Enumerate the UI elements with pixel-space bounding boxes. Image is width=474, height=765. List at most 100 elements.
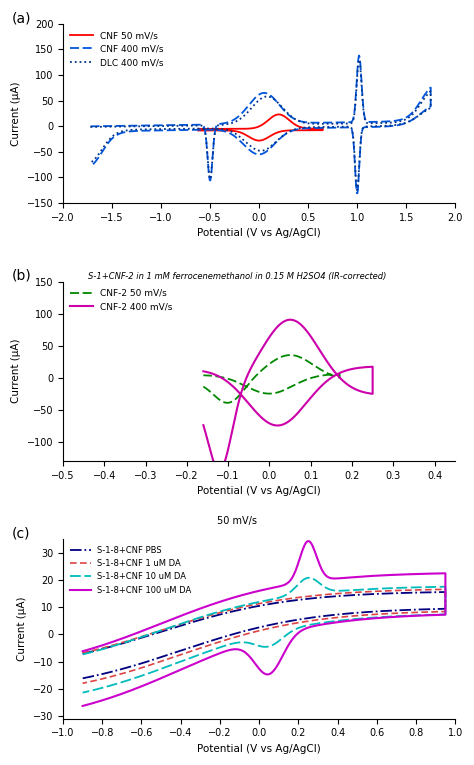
DLC 400 mV/s xyxy=(178,121,183,130)
DLC 400 mV/s xyxy=(202,128,208,137)
S-1-8+CNF 10 uM DA xyxy=(365,614,370,623)
S-1-8+CNF 100 uM DA xyxy=(365,614,370,623)
X-axis label: Potential (V vs Ag/AgCl): Potential (V vs Ag/AgCl) xyxy=(197,228,321,239)
CNF-2 50 mV/s xyxy=(267,389,273,399)
S-1-8+CNF PBS xyxy=(443,588,448,597)
S-1-8+CNF 1 uM DA xyxy=(180,649,185,659)
S-1-8+CNF PBS xyxy=(343,609,348,618)
S-1-8+CNF 1 uM DA xyxy=(80,679,85,688)
DLC 400 mV/s xyxy=(356,55,362,64)
S-1-8+CNF 10 uM DA xyxy=(306,573,312,582)
DLC 400 mV/s xyxy=(396,120,402,129)
Line: CNF-2 400 mV/s: CNF-2 400 mV/s xyxy=(203,320,373,470)
CNF 50 mV/s xyxy=(195,125,201,134)
Line: CNF 50 mV/s: CNF 50 mV/s xyxy=(198,115,323,141)
S-1-8+CNF 100 uM DA xyxy=(124,632,130,641)
Y-axis label: Current (μA): Current (μA) xyxy=(11,339,21,403)
S-1-8+CNF 100 uM DA xyxy=(180,664,185,673)
S-1-8+CNF PBS xyxy=(255,623,260,633)
S-1-8+CNF PBS xyxy=(80,649,85,658)
Legend: CNF-2 50 mV/s, CNF-2 400 mV/s: CNF-2 50 mV/s, CNF-2 400 mV/s xyxy=(67,286,175,314)
S-1-8+CNF 1 uM DA xyxy=(255,627,260,636)
CNF 50 mV/s xyxy=(298,125,303,135)
Text: 50 mV/s: 50 mV/s xyxy=(217,516,257,526)
CNF-2 400 mV/s xyxy=(201,421,206,430)
Legend: CNF 50 mV/s, CNF 400 mV/s, DLC 400 mV/s: CNF 50 mV/s, CNF 400 mV/s, DLC 400 mV/s xyxy=(67,28,166,70)
S-1-8+CNF 100 uM DA xyxy=(80,646,85,656)
CNF 400 mV/s xyxy=(355,189,360,198)
X-axis label: Potential (V vs Ag/AgCl): Potential (V vs Ag/AgCl) xyxy=(197,486,321,496)
CNF-2 50 mV/s xyxy=(201,382,206,391)
CNF-2 400 mV/s xyxy=(201,366,206,376)
CNF-2 400 mV/s xyxy=(247,400,253,409)
CNF-2 50 mV/s xyxy=(249,376,255,385)
S-1-8+CNF 10 uM DA xyxy=(180,656,185,666)
Y-axis label: Current (μA): Current (μA) xyxy=(11,81,21,145)
S-1-8+CNF 10 uM DA xyxy=(383,612,389,621)
CNF 400 mV/s xyxy=(202,127,208,136)
CNF 400 mV/s xyxy=(88,162,93,171)
CNF 400 mV/s xyxy=(88,122,93,131)
S-1-8+CNF 1 uM DA xyxy=(80,649,85,658)
S-1-8+CNF 1 uM DA xyxy=(124,636,130,646)
Legend: S-1-8+CNF PBS, S-1-8+CNF 1 uM DA, S-1-8+CNF 10 uM DA, S-1-8+CNF 100 uM DA: S-1-8+CNF PBS, S-1-8+CNF 1 uM DA, S-1-8+… xyxy=(67,544,194,597)
DLC 400 mV/s xyxy=(410,115,416,124)
Line: CNF 400 mV/s: CNF 400 mV/s xyxy=(91,56,431,194)
DLC 400 mV/s xyxy=(355,185,360,194)
CNF 400 mV/s xyxy=(410,115,416,124)
S-1-8+CNF 1 uM DA xyxy=(383,609,389,618)
CNF-2 50 mV/s xyxy=(271,356,277,366)
CNF 400 mV/s xyxy=(396,120,402,129)
CNF 50 mV/s xyxy=(276,110,282,119)
DLC 400 mV/s xyxy=(88,158,93,168)
CNF 400 mV/s xyxy=(317,118,323,127)
Text: S-1+CNF-2 in 1 mM ferrocenemethanol in 0.15 M H2SO4 (IR-corrected): S-1+CNF-2 in 1 mM ferrocenemethanol in 0… xyxy=(88,272,386,281)
S-1-8+CNF 1 uM DA xyxy=(443,584,448,594)
S-1-8+CNF 1 uM DA xyxy=(365,610,370,620)
S-1-8+CNF 10 uM DA xyxy=(80,649,85,659)
CNF-2 50 mV/s xyxy=(290,381,296,390)
S-1-8+CNF 10 uM DA xyxy=(80,688,85,697)
CNF 50 mV/s xyxy=(309,124,314,133)
S-1-8+CNF PBS xyxy=(180,646,185,655)
S-1-8+CNF PBS xyxy=(124,637,130,646)
CNF-2 50 mV/s xyxy=(288,350,293,360)
Line: S-1-8+CNF 100 uM DA: S-1-8+CNF 100 uM DA xyxy=(82,541,446,706)
S-1-8+CNF 100 uM DA xyxy=(305,536,311,545)
S-1-8+CNF 10 uM DA xyxy=(343,615,348,624)
S-1-8+CNF PBS xyxy=(365,607,370,617)
CNF-2 50 mV/s xyxy=(312,373,318,382)
DLC 400 mV/s xyxy=(383,119,389,128)
Line: CNF-2 50 mV/s: CNF-2 50 mV/s xyxy=(203,355,339,403)
CNF 50 mV/s xyxy=(195,126,201,135)
CNF 400 mV/s xyxy=(356,51,362,60)
CNF-2 400 mV/s xyxy=(323,378,328,387)
CNF 50 mV/s xyxy=(278,127,283,136)
CNF 50 mV/s xyxy=(257,136,263,145)
S-1-8+CNF 100 uM DA xyxy=(255,662,260,671)
Y-axis label: Current (μA): Current (μA) xyxy=(17,597,27,661)
CNF-2 50 mV/s xyxy=(201,371,206,380)
CNF 50 mV/s xyxy=(240,124,246,133)
DLC 400 mV/s xyxy=(317,119,323,129)
Text: (a): (a) xyxy=(12,11,32,25)
Line: S-1-8+CNF PBS: S-1-8+CNF PBS xyxy=(82,592,446,679)
Line: DLC 400 mV/s: DLC 400 mV/s xyxy=(91,60,431,190)
CNF-2 400 mV/s xyxy=(222,457,228,467)
CNF 50 mV/s xyxy=(256,136,262,145)
CNF 400 mV/s xyxy=(383,117,389,126)
CNF-2 50 mV/s xyxy=(325,369,330,378)
Text: (b): (b) xyxy=(12,269,32,283)
CNF-2 50 mV/s xyxy=(225,399,230,408)
S-1-8+CNF 10 uM DA xyxy=(124,637,130,646)
DLC 400 mV/s xyxy=(88,122,93,132)
Line: S-1-8+CNF 10 uM DA: S-1-8+CNF 10 uM DA xyxy=(82,578,446,692)
X-axis label: Potential (V vs Ag/AgCl): Potential (V vs Ag/AgCl) xyxy=(197,744,321,754)
S-1-8+CNF 100 uM DA xyxy=(343,617,348,626)
S-1-8+CNF 10 uM DA xyxy=(255,641,260,650)
CNF 50 mV/s xyxy=(260,120,265,129)
Line: S-1-8+CNF 1 uM DA: S-1-8+CNF 1 uM DA xyxy=(82,589,446,683)
CNF-2 400 mV/s xyxy=(216,466,222,475)
S-1-8+CNF PBS xyxy=(383,607,389,616)
Text: (c): (c) xyxy=(12,526,30,541)
